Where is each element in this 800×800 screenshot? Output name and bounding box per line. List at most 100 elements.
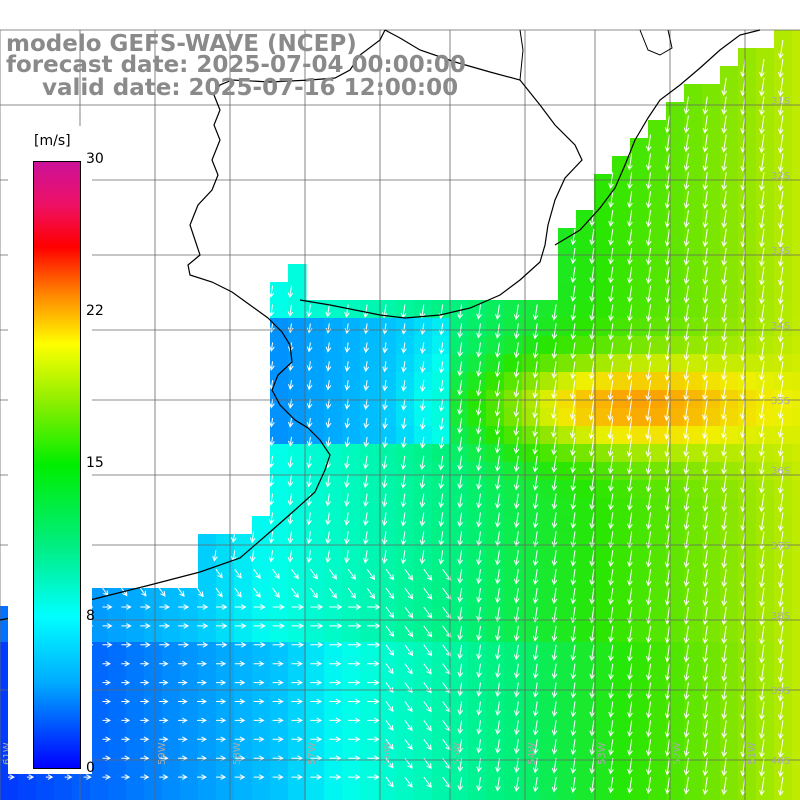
wind-arrow	[589, 550, 595, 567]
wind-arrow	[778, 172, 784, 192]
wind-arrow	[778, 247, 784, 267]
longitude-label: 59W	[157, 742, 168, 765]
wind-arrow	[178, 698, 188, 705]
lagoon-outline	[639, 29, 673, 56]
wind-arrow	[513, 361, 520, 378]
wind-arrow	[513, 493, 520, 510]
wind-cell	[774, 228, 793, 247]
wind-cell	[630, 156, 649, 175]
wind-arrow	[608, 644, 614, 662]
wind-cell	[486, 606, 505, 625]
wind-cell	[540, 336, 559, 355]
wind-cell	[144, 750, 163, 769]
wind-cell	[630, 660, 649, 679]
wind-cell	[666, 588, 685, 607]
wind-cell	[360, 660, 379, 679]
wind-arrow	[702, 720, 709, 739]
wind-cell	[198, 660, 217, 679]
wind-cell	[198, 768, 217, 787]
wind-cell	[234, 732, 253, 751]
wind-arrow	[121, 623, 132, 629]
wind-arrow	[721, 153, 728, 172]
wind-arrow	[215, 604, 228, 610]
wind-arrow	[385, 682, 394, 694]
wind-arrow	[291, 641, 305, 648]
wind-arrow	[646, 701, 652, 719]
wind-arrow	[721, 569, 728, 588]
wind-cell	[288, 552, 307, 571]
wind-arrow	[310, 660, 323, 667]
wind-cell	[144, 786, 163, 800]
wind-cell	[414, 714, 433, 733]
wind-arrow	[457, 663, 464, 678]
wind-arrow	[721, 550, 728, 569]
wind-arrow	[102, 623, 113, 629]
wind-cell	[108, 750, 127, 769]
wind-arrow	[457, 342, 463, 358]
wind-arrow	[608, 474, 614, 492]
wind-arrow	[215, 660, 227, 667]
wind-cell	[198, 606, 217, 625]
wind-arrow	[627, 569, 633, 587]
wind-arrow	[777, 323, 784, 343]
wind-arrow	[291, 774, 303, 780]
wind-cell	[612, 480, 631, 499]
wind-cell	[756, 300, 775, 319]
wind-arrow	[363, 512, 369, 526]
wind-arrow	[139, 587, 147, 597]
wind-cell	[738, 552, 757, 571]
wind-arrow	[721, 266, 728, 286]
wind-cell	[108, 624, 127, 643]
wind-arrow	[401, 417, 407, 430]
wind-cell	[540, 498, 559, 517]
wind-cell	[378, 588, 397, 607]
wind-cell	[234, 534, 253, 553]
wind-cell	[432, 642, 451, 661]
wind-cell	[360, 480, 379, 499]
wind-arrow	[272, 623, 285, 629]
wind-cell	[792, 768, 800, 787]
wind-arrow	[423, 644, 433, 657]
wind-arrow	[306, 380, 313, 391]
wind-cell	[450, 372, 469, 391]
wind-cell	[360, 318, 379, 337]
wind-arrow	[627, 701, 633, 719]
wind-arrow	[627, 228, 633, 246]
wind-arrow	[721, 191, 728, 210]
wind-arrow	[476, 720, 482, 735]
wind-arrow	[532, 417, 538, 437]
wind-cell	[306, 372, 325, 391]
wind-cell	[612, 156, 631, 175]
wind-cell	[738, 498, 757, 517]
wind-cell	[360, 732, 379, 751]
wind-cell	[684, 732, 703, 751]
wind-arrow	[588, 436, 595, 457]
wind-cell	[594, 282, 613, 301]
wind-arrow	[419, 399, 426, 412]
colorbar-tick: 0	[86, 760, 95, 776]
wind-arrow	[381, 550, 388, 564]
wind-arrow	[702, 417, 708, 440]
wind-cell	[360, 408, 379, 427]
wind-cell	[774, 264, 793, 283]
wind-arrow	[363, 436, 370, 448]
wind-cell	[216, 606, 235, 625]
wind-cell	[342, 588, 361, 607]
wind-cell	[414, 426, 433, 445]
wind-cell	[288, 624, 307, 643]
wind-arrow	[664, 550, 671, 568]
wind-arrow	[272, 679, 284, 686]
wind-cell	[198, 714, 217, 733]
wind-cell	[792, 732, 800, 751]
wind-cell	[648, 318, 667, 337]
wind-cell	[180, 714, 199, 733]
wind-cell	[576, 660, 595, 679]
wind-cell	[396, 642, 415, 661]
wind-arrow	[268, 493, 275, 506]
wind-arrow	[645, 569, 652, 587]
wind-arrow	[551, 455, 558, 473]
wind-arrow	[778, 153, 784, 173]
wind-arrow	[457, 644, 463, 660]
wind-cell	[702, 480, 721, 499]
wind-cell	[684, 138, 703, 157]
